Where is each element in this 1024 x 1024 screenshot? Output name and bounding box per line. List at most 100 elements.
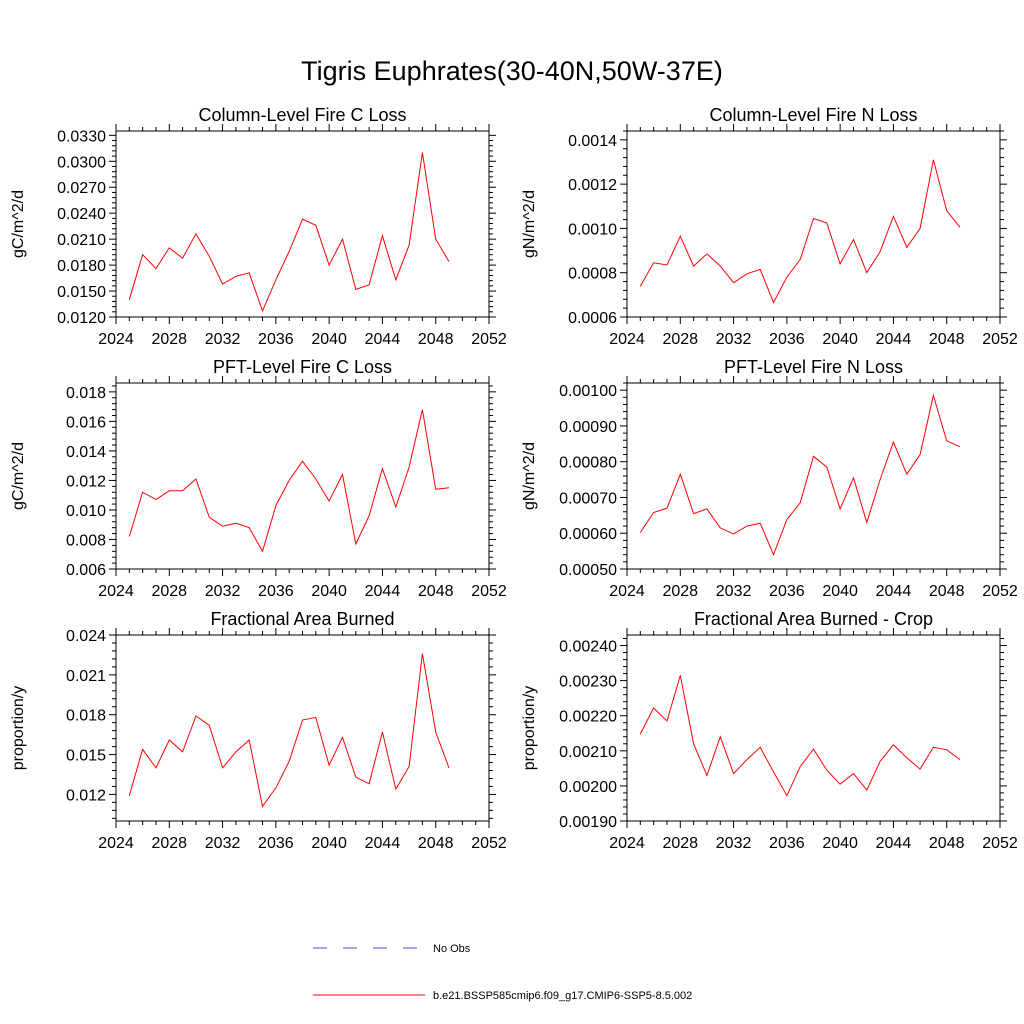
- y-tick-label: 0.0006: [568, 310, 617, 327]
- x-tick-label: 2032: [716, 835, 752, 852]
- y-tick-label: 0.012: [66, 787, 106, 804]
- x-tick-label: 2048: [418, 331, 454, 348]
- x-tick-label: 2028: [151, 331, 187, 348]
- x-tick-label: 2044: [365, 331, 401, 348]
- series-line: [128, 653, 450, 808]
- y-tick-label: 0.00080: [559, 455, 617, 472]
- series-line: [639, 159, 961, 304]
- y-axis-label: gC/m^2/d: [10, 442, 27, 510]
- x-tick-label: 2052: [982, 331, 1018, 348]
- x-tick-label: 2028: [662, 835, 698, 852]
- x-tick-label: 2036: [769, 835, 805, 852]
- y-tick-label: 0.00090: [559, 419, 617, 436]
- y-tick-label: 0.012: [66, 473, 106, 490]
- y-tick-label: 0.008: [66, 532, 106, 549]
- y-tick-label: 0.00220: [559, 709, 617, 726]
- x-tick-label: 2032: [716, 331, 752, 348]
- y-tick-label: 0.014: [66, 444, 106, 461]
- x-tick-label: 2040: [822, 331, 858, 348]
- y-tick-label: 0.00190: [559, 814, 617, 831]
- x-tick-label: 2048: [418, 835, 454, 852]
- x-tick-label: 2052: [471, 835, 507, 852]
- x-tick-label: 2044: [876, 835, 912, 852]
- x-tick-label: 2032: [205, 331, 241, 348]
- figure-title: Tigris Euphrates(30-40N,50W-37E): [301, 56, 723, 86]
- plot-frame: [626, 382, 1001, 570]
- y-tick-label: 0.0240: [57, 206, 106, 223]
- y-tick-label: 0.0180: [57, 258, 106, 275]
- y-tick-label: 0.00070: [559, 490, 617, 507]
- chart-panel: 2024 2028 2032 2036 2040 2044 2048 2052 0.012 0.0…: [10, 609, 507, 852]
- x-tick-label: 2032: [205, 583, 241, 600]
- panel-title: Column-Level Fire N Loss: [709, 105, 917, 125]
- x-tick-label: 2028: [662, 583, 698, 600]
- panel-title: Fractional Area Burned: [210, 609, 394, 629]
- chart-panel: 2024 2028 2032 2036 2040 2044 2048 2052 0.0006 0.…: [521, 105, 1018, 348]
- y-tick-label: 0.0330: [57, 128, 106, 145]
- x-tick-label: 2024: [609, 835, 645, 852]
- x-tick-label: 2036: [769, 583, 805, 600]
- y-tick-label: 0.00230: [559, 674, 617, 691]
- y-tick-label: 0.006: [66, 562, 106, 579]
- plot-frame: [115, 634, 490, 822]
- y-tick-label: 0.00100: [559, 383, 617, 400]
- x-tick-label: 2028: [151, 835, 187, 852]
- y-tick-label: 0.0012: [568, 177, 617, 194]
- panel-title: Fractional Area Burned - Crop: [694, 609, 933, 629]
- y-tick-label: 0.0008: [568, 266, 617, 283]
- x-tick-label: 2052: [471, 331, 507, 348]
- y-tick-label: 0.0010: [568, 221, 617, 238]
- y-tick-label: 0.018: [66, 385, 106, 402]
- y-tick-label: 0.00210: [559, 744, 617, 761]
- x-tick-label: 2024: [98, 331, 134, 348]
- x-tick-label: 2036: [258, 331, 294, 348]
- y-axis-label: gC/m^2/d: [10, 190, 27, 258]
- x-tick-label: 2024: [98, 835, 134, 852]
- y-tick-label: 0.0150: [57, 284, 106, 301]
- x-tick-label: 2040: [311, 331, 347, 348]
- x-tick-label: 2024: [609, 583, 645, 600]
- x-tick-label: 2044: [876, 583, 912, 600]
- x-tick-label: 2028: [151, 583, 187, 600]
- x-tick-label: 2052: [471, 583, 507, 600]
- x-tick-label: 2040: [311, 835, 347, 852]
- x-tick-label: 2028: [662, 331, 698, 348]
- panel-title: PFT-Level Fire C Loss: [213, 357, 392, 377]
- x-tick-label: 2052: [982, 583, 1018, 600]
- y-tick-label: 0.00240: [559, 639, 617, 656]
- x-tick-label: 2044: [365, 835, 401, 852]
- x-tick-label: 2036: [258, 583, 294, 600]
- x-tick-label: 2024: [609, 331, 645, 348]
- y-axis-label: proportion/y: [521, 686, 538, 771]
- series-line: [639, 393, 961, 557]
- y-axis-label: gN/m^2/d: [521, 442, 538, 510]
- series-line: [128, 409, 450, 553]
- y-tick-label: 0.0300: [57, 154, 106, 171]
- panel-title: PFT-Level Fire N Loss: [724, 357, 903, 377]
- y-tick-label: 0.00200: [559, 779, 617, 796]
- x-tick-label: 2048: [929, 835, 965, 852]
- x-tick-label: 2040: [311, 583, 347, 600]
- chart-panel: 2024 2028 2032 2036 2040 2044 2048 2052 0.006 0.0…: [10, 357, 507, 600]
- x-tick-label: 2040: [822, 835, 858, 852]
- series-line: [128, 152, 450, 313]
- plot-frame: [626, 130, 1001, 318]
- plot-frame: [626, 634, 1001, 822]
- y-tick-label: 0.0120: [57, 310, 106, 327]
- x-tick-label: 2024: [98, 583, 134, 600]
- y-tick-label: 0.010: [66, 503, 106, 520]
- x-tick-label: 2032: [716, 583, 752, 600]
- y-axis-label: gN/m^2/d: [521, 190, 538, 258]
- chart-panel: 2024 2028 2032 2036 2040 2044 2048 2052 0.00190 0…: [521, 609, 1018, 852]
- x-tick-label: 2036: [258, 835, 294, 852]
- x-tick-label: 2048: [929, 331, 965, 348]
- legend-label: b.e21.BSSP585cmip6.f09_g17.CMIP6-SSP5-8.…: [433, 990, 692, 1002]
- legend-label: No Obs: [433, 943, 471, 955]
- y-tick-label: 0.0014: [568, 133, 617, 150]
- chart-panel: 2024 2028 2032 2036 2040 2044 2048 2052 0.00050 0…: [521, 357, 1018, 600]
- y-tick-label: 0.015: [66, 748, 106, 765]
- x-tick-label: 2032: [205, 835, 241, 852]
- y-tick-label: 0.024: [66, 628, 106, 645]
- y-axis-label: proportion/y: [10, 686, 27, 771]
